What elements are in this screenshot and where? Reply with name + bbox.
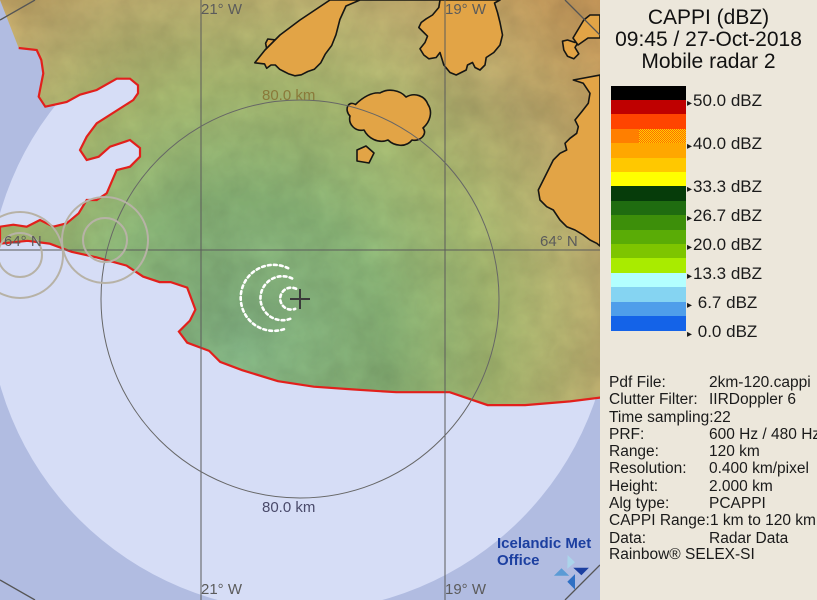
svg-text:64° N: 64° N bbox=[4, 233, 42, 250]
svg-text:21° W: 21° W bbox=[201, 581, 243, 598]
svg-text:19° W: 19° W bbox=[445, 1, 487, 18]
svg-text:80.0 km: 80.0 km bbox=[262, 499, 315, 516]
svg-text:Office: Office bbox=[497, 552, 540, 569]
svg-text:21° W: 21° W bbox=[201, 1, 243, 18]
svg-text:19° W: 19° W bbox=[445, 581, 487, 598]
svg-text:Icelandic Met: Icelandic Met bbox=[497, 535, 591, 552]
svg-text:64° N: 64° N bbox=[540, 233, 578, 250]
svg-text:80.0 km: 80.0 km bbox=[262, 87, 315, 104]
